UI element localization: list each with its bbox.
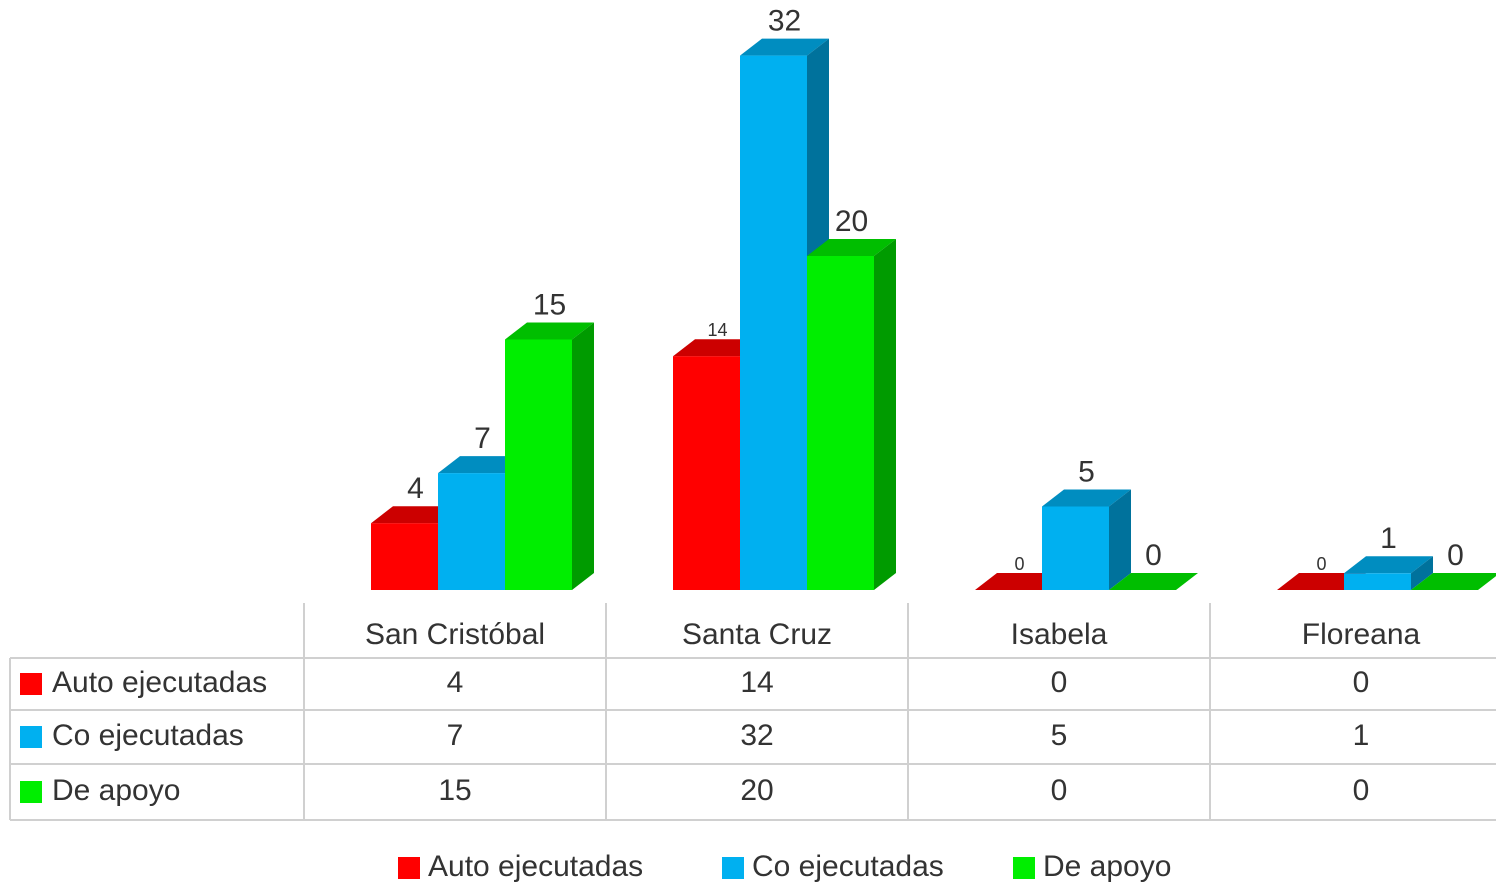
table-cell: 0	[1051, 666, 1068, 699]
legend-key	[398, 857, 420, 879]
bar-side	[572, 322, 594, 590]
data-label: 32	[768, 5, 801, 38]
data-label: 14	[707, 320, 727, 340]
table-cell: 15	[438, 774, 471, 807]
data-label: 0	[1316, 554, 1326, 574]
bar	[1344, 556, 1433, 590]
bar-top	[807, 239, 896, 256]
legend-label: Co ejecutadas	[752, 850, 944, 883]
bar-top	[1277, 573, 1366, 590]
table-cell: 0	[1051, 774, 1068, 807]
bar-front	[740, 55, 807, 591]
legend-label: De apoyo	[1043, 850, 1171, 883]
table-key	[20, 673, 42, 695]
data-label: 20	[835, 205, 868, 238]
table-key	[20, 726, 42, 748]
table-cell: 5	[1051, 719, 1068, 752]
table-row-label: Auto ejecutadas	[52, 666, 267, 699]
table-row-label: Co ejecutadas	[52, 719, 244, 752]
bar-front	[1042, 506, 1109, 590]
bar	[1411, 573, 1496, 590]
data-label: 0	[1447, 539, 1464, 572]
bar-front	[1344, 573, 1411, 590]
data-label: 0	[1145, 539, 1162, 572]
bar-top	[1042, 489, 1131, 507]
data-label: 0	[1014, 554, 1024, 574]
legend-key	[722, 857, 744, 879]
table-cell: 7	[447, 719, 464, 752]
bar-top	[505, 322, 594, 340]
bar-front	[505, 339, 572, 590]
bar	[1109, 573, 1198, 590]
bar-top	[1411, 573, 1496, 590]
table-row-label: De apoyo	[52, 774, 180, 807]
bar	[807, 239, 896, 590]
bar	[505, 322, 594, 590]
data-label: 7	[474, 422, 491, 455]
bar-top	[740, 38, 829, 56]
table-cell: 0	[1353, 774, 1370, 807]
data-label: 15	[533, 288, 566, 321]
data-label: 4	[407, 472, 424, 505]
bar-front	[371, 523, 438, 590]
bar-top	[438, 456, 527, 474]
table-header: Floreana	[1302, 618, 1421, 651]
bar	[1277, 573, 1366, 590]
bar-side	[1411, 556, 1433, 590]
table-cell: 0	[1353, 666, 1370, 699]
bar-top	[371, 506, 460, 524]
bar	[975, 573, 1064, 590]
table-cell: 14	[740, 666, 773, 699]
bar-front	[807, 256, 874, 590]
bar-side	[874, 239, 896, 590]
legend-label: Auto ejecutadas	[428, 850, 643, 883]
bar-top	[1109, 573, 1198, 590]
bar	[740, 38, 829, 591]
bar-front	[438, 473, 505, 590]
table-header: San Cristóbal	[365, 618, 545, 651]
bar-top	[673, 339, 762, 357]
table-cell: 1	[1353, 719, 1370, 752]
data-label: 5	[1078, 455, 1095, 488]
data-label: 1	[1380, 522, 1397, 555]
legend-key	[1013, 857, 1035, 879]
bar	[1042, 489, 1131, 590]
bar-top	[975, 573, 1064, 590]
bar-front	[673, 356, 740, 590]
bar-top	[1344, 556, 1433, 574]
table-cell: 32	[740, 719, 773, 752]
table-cell: 4	[447, 666, 464, 699]
table-cell: 20	[740, 774, 773, 807]
table-header: Santa Cruz	[682, 618, 832, 651]
table-header: Isabela	[1011, 618, 1108, 651]
bar-side	[1109, 489, 1131, 590]
table-key	[20, 781, 42, 803]
